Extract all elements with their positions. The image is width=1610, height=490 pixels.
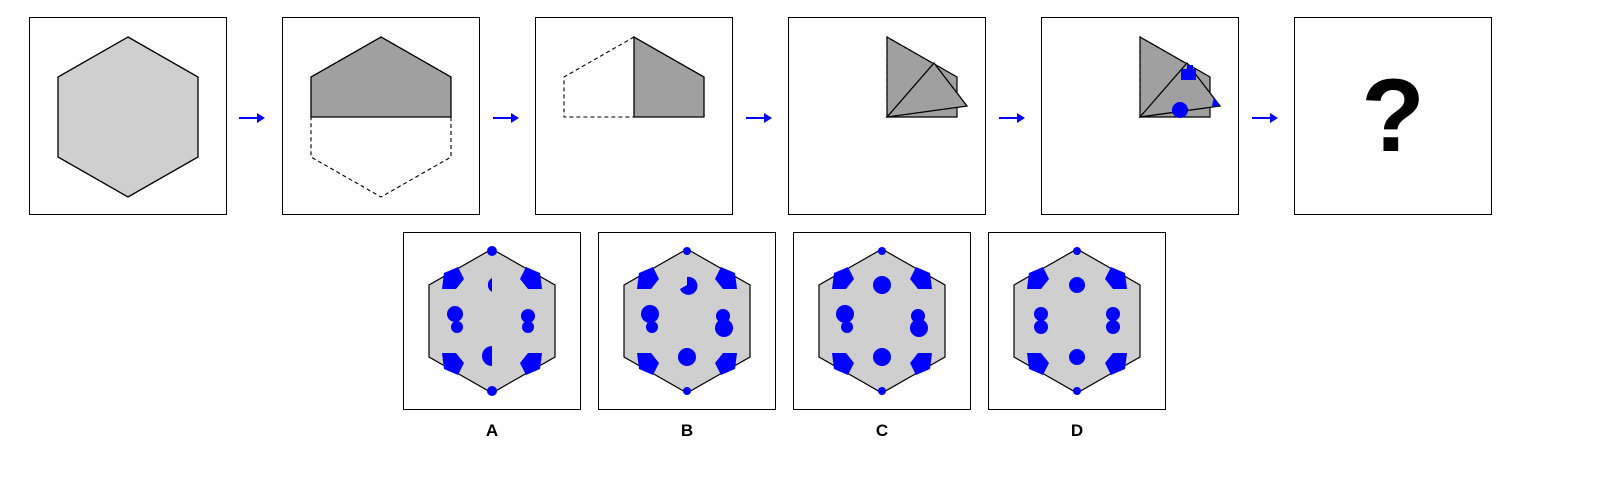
edge-hole <box>487 246 497 256</box>
circle-hole <box>1069 349 1085 365</box>
circle-hole <box>1034 320 1048 334</box>
question-mark: ? <box>1361 58 1425 174</box>
step-5-panel <box>1041 17 1239 215</box>
circle-punch-hole <box>1172 102 1188 118</box>
corner-square-hole <box>1027 353 1049 375</box>
dashed-original-outline <box>886 36 935 117</box>
corner-square-hole <box>715 353 737 375</box>
edge-hole <box>1073 247 1081 255</box>
punch-holes-figure <box>1138 35 1222 118</box>
step-4-panel <box>788 17 986 215</box>
option-b-panel[interactable] <box>598 232 776 410</box>
circle-hole <box>521 309 535 323</box>
question-panel: ? <box>1294 17 1492 215</box>
step-1-panel <box>29 17 227 215</box>
fold-top-over-bottom-figure <box>310 36 452 198</box>
corner-square-hole <box>1105 267 1127 289</box>
step-3-panel <box>535 17 733 215</box>
corner-square-hole <box>637 353 659 375</box>
fold-left-over-right-figure <box>563 35 705 118</box>
option-d-label[interactable]: D <box>1070 421 1084 440</box>
edge-hole <box>487 386 497 396</box>
option-c-figure <box>818 247 946 395</box>
half-circle-hole <box>482 346 492 366</box>
edge-hole <box>878 247 886 255</box>
arrow-icon <box>239 113 265 123</box>
dashed-original-outline <box>310 117 452 198</box>
edge-hole <box>878 387 886 395</box>
corner-square-hole <box>910 267 932 289</box>
hexagon-paper <box>57 36 199 198</box>
corner-square-hole <box>832 353 854 375</box>
corner-square-hole <box>1105 353 1127 375</box>
edge-hole <box>683 247 691 255</box>
circle-hole <box>1034 307 1048 321</box>
unfolded-hexagon <box>428 248 556 394</box>
step-2-panel <box>282 17 480 215</box>
arrow-icon <box>746 113 772 123</box>
unfolded-hexagon <box>1013 248 1141 394</box>
circle-hole <box>447 306 463 322</box>
folded-right-quarter <box>633 35 705 118</box>
dashed-original-outline <box>563 36 635 118</box>
edge-hole <box>683 387 691 395</box>
circle-hole <box>1069 277 1085 293</box>
circle-hole <box>1106 320 1120 334</box>
option-a-panel[interactable] <box>403 232 581 410</box>
option-c-panel[interactable] <box>793 232 971 410</box>
half-circle-hole <box>487 278 492 292</box>
arrow-icon <box>999 113 1025 123</box>
circle-hole <box>1106 307 1120 321</box>
unfolded-hexagon-figure <box>57 36 199 198</box>
unfolded-hexagon <box>623 248 751 394</box>
corner-square-hole <box>1027 267 1049 289</box>
circle-hole <box>873 276 891 294</box>
corner-square-hole <box>910 353 932 375</box>
square-punch-hole <box>1181 65 1196 80</box>
corner-square-hole <box>442 267 464 289</box>
arrow-icon <box>1252 113 1278 123</box>
option-c-label[interactable]: C <box>875 421 889 440</box>
corner-square-hole <box>520 353 542 375</box>
circle-hole <box>873 348 891 366</box>
option-d-figure <box>1013 247 1141 395</box>
circle-hole <box>841 321 853 333</box>
notched-circle-hole <box>680 276 698 295</box>
circle-hole <box>522 321 534 333</box>
corner-square-hole <box>715 267 737 289</box>
option-a-label[interactable]: A <box>485 421 499 440</box>
corner-square-hole <box>832 267 854 289</box>
circle-hole <box>836 305 854 323</box>
corner-square-hole <box>442 353 464 375</box>
circle-hole <box>678 348 696 366</box>
fold-into-triangle-figure <box>885 35 969 118</box>
corner-square-hole <box>520 267 542 289</box>
option-d-panel[interactable] <box>988 232 1166 410</box>
circle-hole <box>641 305 659 323</box>
unfolded-hexagon <box>818 248 946 394</box>
edge-hole <box>1073 387 1081 395</box>
dashed-original-outline <box>1139 36 1188 117</box>
option-b-label[interactable]: B <box>680 421 694 440</box>
circle-hole <box>451 321 463 333</box>
option-a-figure <box>428 246 556 396</box>
option-b-figure <box>623 247 751 395</box>
circle-hole <box>715 319 733 337</box>
triangle-fold-flap <box>885 61 969 118</box>
circle-hole <box>646 321 658 333</box>
arrow-icon <box>493 113 519 123</box>
corner-punch-hole <box>1212 97 1220 106</box>
corner-square-hole <box>637 267 659 289</box>
folded-top-half <box>310 36 452 118</box>
circle-hole <box>910 319 928 337</box>
